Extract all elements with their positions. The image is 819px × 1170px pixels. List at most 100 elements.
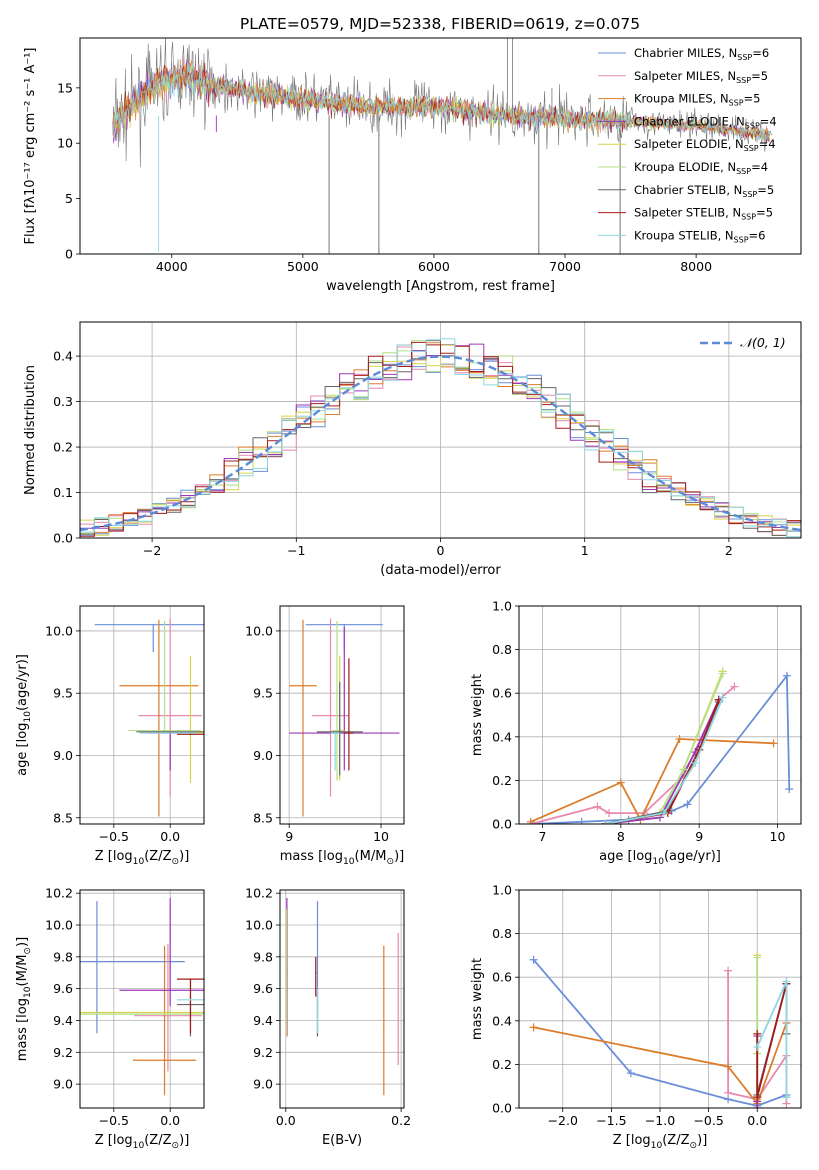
y-tick-label: 15: [57, 80, 73, 95]
x-axis-label: Z [log10​(Z/Z⊙​)]: [95, 1133, 190, 1151]
legend-label-post: =4: [760, 114, 777, 128]
label-text: age [log: [599, 849, 652, 864]
residual-histogram-panel: −2 −1 0 1 2 0.0 0.1 0.2 0.3 0.4 (data-model)/error…: [23, 321, 802, 578]
axes-frame: [279, 889, 405, 1109]
weight-marker: [730, 682, 739, 691]
plot-area: [80, 338, 801, 538]
data-point: [189, 998, 192, 1001]
x-tick-label: 5000: [287, 259, 319, 274]
legend-label: Kroupa ELODIE, NSSP=4: [634, 160, 768, 176]
x-tick-label: 7: [539, 829, 547, 844]
data-point: [343, 623, 346, 626]
weight-marker: [601, 820, 610, 824]
label-text: (age/yr)]: [15, 654, 30, 711]
weight-marker: [593, 802, 602, 811]
legend-label-main: Chabrier ELODIE, N: [634, 114, 745, 128]
y-tick-label: 10.0: [45, 918, 73, 933]
mass-vs-extinction-panel: 0.0 0.2 9.0 9.2 9.4 9.6 9.8 10.0 10.2 E(B-V): [245, 886, 411, 1148]
label-script: 10: [652, 857, 664, 867]
legend-label: Salpeter MILES, NSSP=5: [634, 69, 768, 85]
label-text: Z [log: [613, 1133, 651, 1148]
weight-marker: [679, 765, 688, 774]
label-text: (age/yr)]: [664, 849, 721, 864]
weight-marker: [529, 1023, 538, 1032]
plot-area: [526, 667, 794, 824]
legend-label-main: Salpeter MILES, N: [634, 69, 736, 83]
y-axis-label: mass weight: [470, 958, 485, 1040]
y-tick-label: 9.0: [53, 1077, 73, 1092]
label-text: Normed distribution: [23, 365, 38, 495]
y-tick-label: 9.4: [53, 1013, 73, 1028]
age-vs-mass-panel: 9 10 8.5 9.0 9.5 10.0 mass [log10​(M/M⊙​)]: [245, 605, 405, 867]
legend-label-post: =5: [751, 69, 768, 83]
y-tick-label: 0.1: [53, 485, 73, 500]
legend-label: Salpeter ELODIE, NSSP=4: [634, 137, 776, 153]
data-point: [397, 1035, 400, 1038]
x-tick-label: 8000: [680, 259, 712, 274]
x-tick-label: 0.0: [160, 829, 180, 844]
x-tick-label: 10: [770, 829, 786, 844]
legend-label-sub: SSP: [729, 99, 744, 108]
x-axis-label: mass [log10​(M/M⊙​)]: [280, 849, 404, 867]
x-axis-label: age [log10​(age/yr)]: [599, 849, 721, 867]
y-axis-label: Normed distribution: [23, 365, 38, 495]
label-text: )]: [179, 849, 189, 864]
label-text: (data-model)/error: [380, 563, 501, 578]
y-tick-label: 8.5: [253, 810, 273, 825]
data-point: [135, 1011, 138, 1014]
legend-label-main: Kroupa STELIB, N: [634, 228, 734, 242]
weight-marker: [659, 809, 668, 818]
plot-area: [112, 38, 773, 254]
label-script: 10: [133, 857, 145, 867]
x-tick-label: −1.5: [596, 1113, 626, 1128]
x-tick-label: 0.0: [160, 1113, 180, 1128]
label-text: mass [log: [280, 849, 343, 864]
data-point: [169, 714, 171, 717]
normal-curve: [80, 355, 801, 532]
legend-label: Chabrier ELODIE, NSSP=4: [634, 114, 777, 130]
y-tick-label: 0.3: [53, 394, 73, 409]
label-text: (Z/Z: [144, 849, 171, 864]
x-tick-label: −0.5: [693, 1113, 723, 1128]
weight-marker: [724, 966, 733, 975]
y-tick-label: 5: [65, 191, 73, 206]
y-tick-label: 0.4: [492, 1013, 512, 1028]
data-point: [189, 978, 192, 980]
weight-marker: [718, 693, 727, 702]
axes-frame: [79, 37, 802, 255]
legend-label-sub: SSP: [745, 121, 760, 130]
weight-marker: [724, 1062, 733, 1071]
x-tick-label: −0.5: [99, 1113, 129, 1128]
label-script: 10: [651, 1141, 663, 1151]
axes-frame: [279, 605, 405, 825]
legend-label-sub: SSP: [734, 235, 749, 244]
x-axis-label: Z [log10​(Z/Z⊙​)]: [95, 849, 190, 867]
y-tick-label: 0.2: [492, 1057, 512, 1072]
weight-series-line: [530, 673, 791, 824]
label-text: age [log: [15, 723, 30, 776]
weight-marker: [616, 778, 625, 787]
x-tick-label: 0.0: [276, 1113, 296, 1128]
legend-label-post: =5: [756, 206, 773, 220]
plot-area: [94, 618, 204, 817]
legend-label: Salpeter STELIB, NSSP=5: [634, 206, 773, 222]
data-point: [302, 684, 304, 687]
label-text: E(B-V): [322, 1133, 362, 1148]
y-tick-label: 8.5: [53, 810, 73, 825]
data-point: [314, 971, 317, 974]
weight-marker: [753, 1029, 762, 1038]
weight-series-line: [605, 699, 720, 824]
weight-marker: [782, 671, 791, 680]
label-text: Z [log: [95, 849, 133, 864]
weight-series-line: [605, 673, 724, 824]
legend-label: Kroupa MILES, NSSP=5: [634, 92, 760, 108]
weight-marker: [529, 955, 538, 964]
plot-area: [529, 951, 791, 1108]
histogram-step-line: [80, 341, 801, 537]
data-point: [383, 1027, 385, 1030]
y-tick-label: 1.0: [492, 883, 512, 898]
x-tick-label: −2: [143, 543, 161, 558]
y-tick-label: 0.0: [492, 817, 512, 832]
y-tick-label: 0.2: [53, 440, 73, 455]
legend-label-post: =5: [744, 92, 761, 106]
